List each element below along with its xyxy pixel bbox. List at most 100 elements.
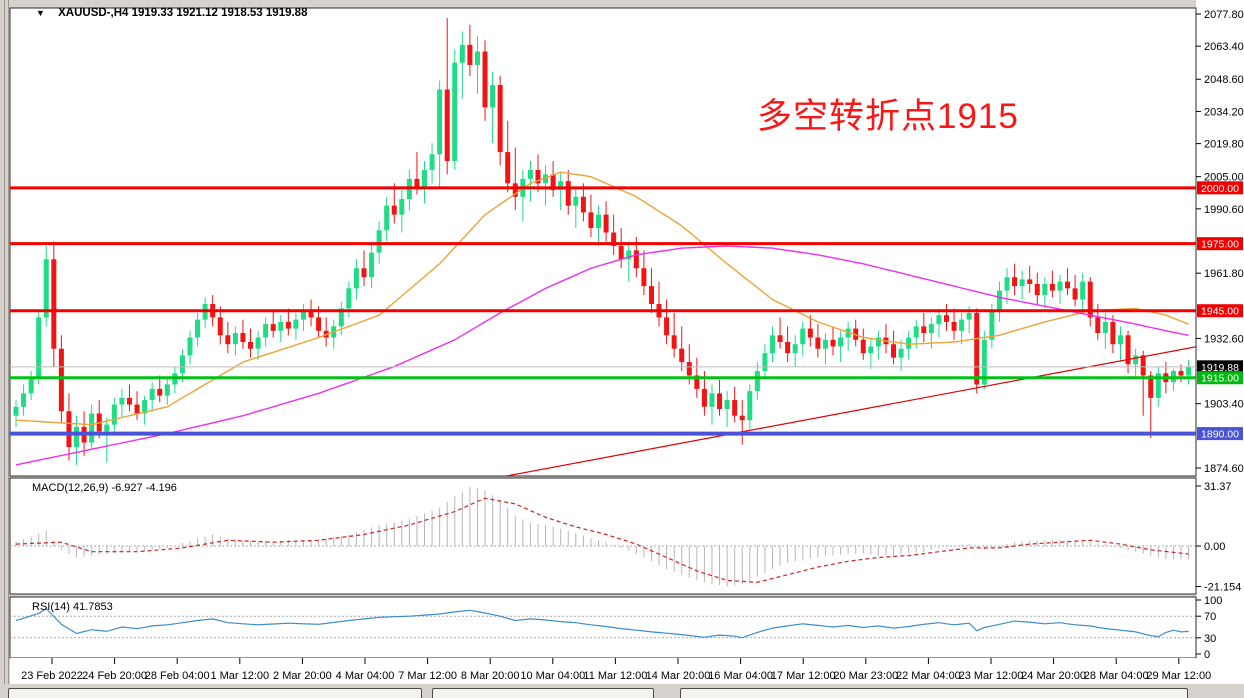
candle-body <box>1065 281 1071 289</box>
time-tick-label: 22 Mar 04:00 <box>896 670 961 682</box>
chart-tab[interactable] <box>432 688 654 698</box>
candle-body <box>1125 335 1131 365</box>
time-tick-label: 8 Mar 20:00 <box>461 670 520 682</box>
candle-body <box>384 205 390 231</box>
candle-body <box>195 319 201 338</box>
candle-body <box>164 384 170 396</box>
candle-body <box>550 174 556 191</box>
price-tick-label: 2005.00 <box>1204 172 1244 184</box>
time-tick-label: 14 Mar 20:00 <box>646 670 711 682</box>
candle-body <box>248 341 254 349</box>
candle-body <box>626 250 632 260</box>
candle-body <box>187 337 193 356</box>
candle-body <box>928 324 934 334</box>
candle-body <box>1095 317 1101 334</box>
price-badge <box>1197 371 1243 385</box>
candle-body <box>732 400 738 416</box>
price-badge <box>1197 304 1243 318</box>
candle-body <box>777 335 783 342</box>
candle-body <box>641 268 647 287</box>
chart-title: ▼ XAUUSD-,H4 1919.33 1921.12 1918.53 191… <box>36 7 307 19</box>
price-pane-content <box>10 18 1196 476</box>
candle-body <box>1133 355 1139 365</box>
candle-body <box>255 337 261 349</box>
candle-body <box>422 169 428 188</box>
chart-tab[interactable] <box>8 688 422 698</box>
candle-body <box>974 312 980 385</box>
price-tick-label: 1961.80 <box>1204 268 1244 280</box>
chart-text-annotation[interactable]: 多空转折点1915 <box>757 97 1019 136</box>
price-badge-label: 1890.00 <box>1201 429 1239 441</box>
candle-body <box>762 353 768 372</box>
candle-body <box>633 250 639 269</box>
candle-body <box>921 326 927 334</box>
price-tick-label: 2063.40 <box>1204 41 1244 53</box>
candle-body <box>989 310 995 340</box>
time-tick-label: 17 Mar 12:00 <box>771 670 836 682</box>
chart-tab[interactable] <box>680 688 1188 698</box>
ma-fast-line <box>15 171 1189 426</box>
candle-body <box>868 346 874 354</box>
candle-body <box>66 411 72 447</box>
candle-body <box>490 85 496 108</box>
candle-body <box>1117 335 1123 345</box>
candle-body <box>1057 281 1063 291</box>
candle-body <box>1110 321 1116 345</box>
candle-body <box>694 375 700 389</box>
candle-body <box>361 268 367 278</box>
symbol-dropdown-arrow[interactable]: ▼ <box>36 8 45 18</box>
candle-body <box>505 152 511 184</box>
candle-body <box>951 321 957 331</box>
candle-body <box>671 335 677 349</box>
price-badge <box>1197 360 1243 374</box>
candle-body <box>1178 371 1184 376</box>
candle-body <box>51 259 57 349</box>
candle-body <box>1186 366 1192 376</box>
time-tick-label: 10 Mar 04:00 <box>520 670 585 682</box>
candle-body <box>399 198 405 215</box>
candle-body <box>618 245 624 260</box>
time-tick-label: 20 Mar 23:00 <box>833 670 898 682</box>
candle-body <box>512 183 518 197</box>
candle-body <box>28 377 34 394</box>
price-badge <box>1197 427 1243 441</box>
rsi-tick-label: 0 <box>1204 649 1210 661</box>
candle-body <box>474 51 480 65</box>
candle-body <box>126 397 132 405</box>
ma-slow-line <box>15 245 1189 466</box>
candle-body <box>785 341 791 354</box>
candle-body <box>429 154 435 170</box>
rsi-tick-label: 100 <box>1204 595 1222 607</box>
rsi-line <box>15 607 1189 639</box>
price-axis-column <box>1196 0 1244 686</box>
candle-body <box>74 426 80 447</box>
candle-body <box>558 181 564 191</box>
candle-body <box>596 214 602 229</box>
candle-body <box>1019 279 1025 287</box>
candle-body <box>830 339 836 347</box>
candle-body <box>603 214 609 233</box>
candle-body <box>535 169 541 184</box>
macd-tick-label: -21.154 <box>1204 581 1241 593</box>
candle-body <box>444 89 450 162</box>
time-axis-strip <box>10 658 1196 686</box>
candle-body <box>747 391 753 421</box>
candle-body <box>936 315 942 325</box>
candle-body <box>1148 375 1154 398</box>
candle-body <box>981 339 987 385</box>
candle-body <box>467 44 473 65</box>
candle-body <box>142 400 148 414</box>
candle-body <box>966 312 972 320</box>
candle-body <box>822 339 828 349</box>
candle-body <box>43 259 49 318</box>
candle-body <box>376 230 382 253</box>
candle-body <box>686 362 692 376</box>
candle-body <box>119 397 125 405</box>
candle-body <box>285 321 291 329</box>
macd-pane-content <box>10 486 1196 587</box>
price-badge-label: 1919.88 <box>1201 362 1239 374</box>
candle-body <box>270 324 276 331</box>
candle-body <box>800 328 806 345</box>
candle-body <box>815 337 821 349</box>
